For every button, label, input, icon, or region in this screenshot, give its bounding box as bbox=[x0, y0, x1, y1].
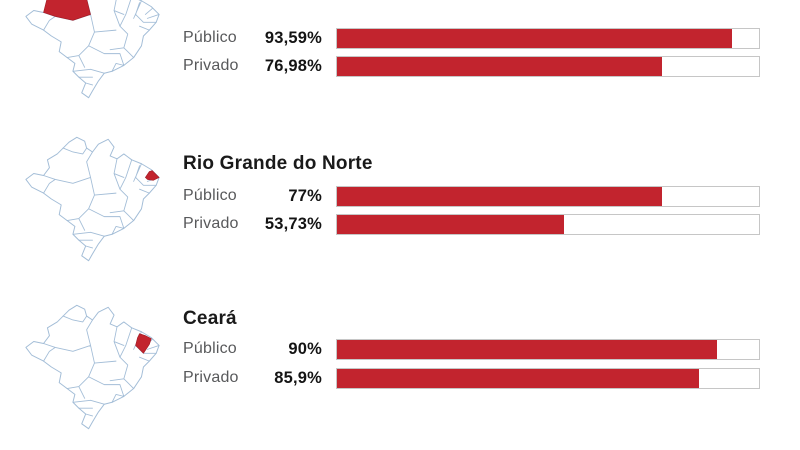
bar-row: Privado 76,98% bbox=[183, 55, 760, 77]
ceara-highlight bbox=[135, 333, 152, 354]
bar-row: Público 90% bbox=[183, 338, 760, 360]
brazil-map-section-1 bbox=[22, 0, 164, 102]
rio-grande-do-norte-highlight bbox=[145, 170, 160, 181]
category-label: Privado bbox=[183, 369, 239, 386]
value-label: 90% bbox=[288, 339, 322, 358]
state-title-2: Rio Grande do Norte bbox=[183, 153, 373, 174]
category-label: Público bbox=[183, 29, 237, 46]
bar-track bbox=[336, 55, 760, 77]
bar-track bbox=[336, 367, 760, 389]
brazil-map-section-3 bbox=[22, 301, 164, 433]
bar-track bbox=[336, 27, 760, 49]
bar-fill bbox=[337, 56, 662, 76]
category-label: Público bbox=[183, 340, 237, 357]
bar-fill bbox=[337, 339, 717, 359]
category-label: Privado bbox=[183, 215, 239, 232]
category-label: Privado bbox=[183, 57, 239, 74]
brazil-map-section-2 bbox=[22, 133, 164, 265]
bar-fill bbox=[337, 368, 700, 388]
bar-row: Público 77% bbox=[183, 185, 760, 207]
bar-row: Público 93,59% bbox=[183, 27, 760, 49]
value-label: 77% bbox=[288, 186, 322, 205]
bar-fill bbox=[337, 186, 662, 206]
bar-row: Privado 85,9% bbox=[183, 367, 760, 389]
state-title-3: Ceará bbox=[183, 308, 237, 329]
bar-fill bbox=[337, 28, 732, 48]
bar-track bbox=[336, 185, 760, 207]
value-label: 93,59% bbox=[264, 28, 322, 47]
amazonas-highlight bbox=[43, 0, 91, 21]
value-label: 53,73% bbox=[264, 214, 322, 233]
bar-track bbox=[336, 338, 760, 360]
value-label: 85,9% bbox=[274, 368, 322, 387]
category-label: Público bbox=[183, 187, 237, 204]
bar-track bbox=[336, 213, 760, 235]
bar-fill bbox=[337, 214, 564, 234]
value-label: 76,98% bbox=[264, 56, 322, 75]
bar-row: Privado 53,73% bbox=[183, 213, 760, 235]
